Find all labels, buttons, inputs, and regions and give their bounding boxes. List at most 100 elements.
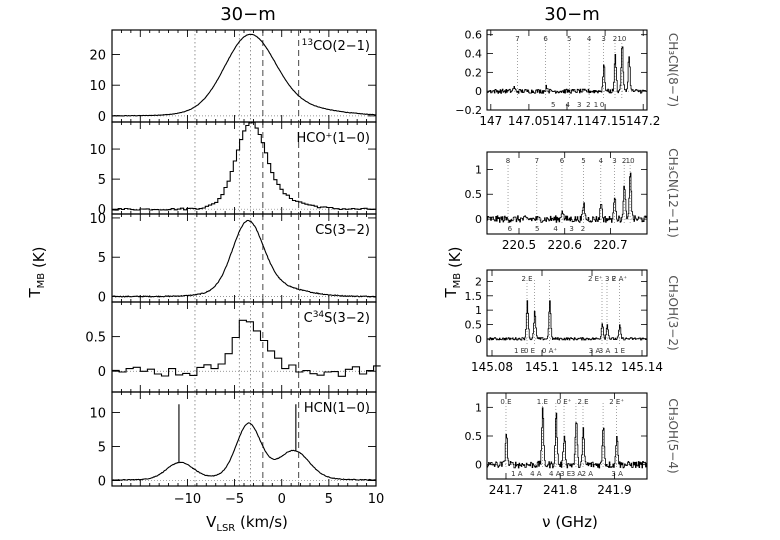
y-tick-label: 0 (98, 110, 106, 125)
k-component-label-bottom: 3 (569, 225, 573, 233)
k-component-label-bottom: 6 (508, 225, 513, 233)
y-tick-label: 0 (98, 203, 106, 218)
k-component-label-bottom: 3 E (560, 470, 571, 478)
y-tick-label: 10 (89, 406, 106, 421)
x-tick-label: 241.9 (597, 483, 631, 497)
k-component-label-top: 5 (567, 35, 571, 43)
k-component-label-top: 6 (543, 35, 548, 43)
k-component-label-top: 2 A⁺ (612, 275, 627, 283)
k-component-label-bottom: 3 A (599, 347, 611, 355)
y-tick-label: 0.5 (465, 318, 483, 331)
k-component-label-top: 2 E (521, 275, 532, 283)
k-component-label-bottom: 2 (586, 101, 590, 109)
panel-frame (486, 151, 648, 235)
y-tick-label: 20 (89, 49, 106, 64)
k-component-label-top: 10 (626, 157, 635, 165)
k-component-label-bottom: 3 A (571, 470, 583, 478)
k-component-label-bottom: 1 A (511, 470, 523, 478)
x-tick-label: 0 (278, 492, 286, 507)
k-component-label-bottom: 2 (581, 225, 585, 233)
transition-label: CH₃CN(12−11) (666, 148, 680, 238)
y-tick-label: 0 (475, 459, 482, 472)
left-x-axis-label: VLSR (km/s) (206, 513, 288, 534)
transition-label: 13CO(2−1) (302, 38, 370, 54)
x-tick-label: 241.7 (489, 483, 523, 497)
k-component-label-bottom: 1 (594, 101, 598, 109)
y-tick-label: 10 (89, 79, 106, 94)
left-y-axis-label: TMB (K) (26, 247, 48, 299)
left-panel-4: 0 0.5 C34S(3−2) (85, 301, 381, 393)
x-tick-label: 241.8 (543, 483, 577, 497)
panels-group: 0102013CO(2−1)0510HCO⁺(1−0)0510CS(3−2)00… (85, 29, 680, 507)
y-tick-label: 0.5 (465, 430, 483, 443)
transition-label: CH₃OH(3−2) (666, 275, 680, 350)
k-component-label-bottom: 4 (553, 225, 558, 233)
x-tick-label: 145.08 (471, 360, 513, 374)
spectrum-line (487, 407, 647, 469)
k-component-label-top: 2 (622, 157, 626, 165)
x-tick-label: 5 (325, 492, 333, 507)
k-component-label-bottom: 4 A (549, 470, 561, 478)
k-component-label-bottom: 4 (566, 101, 571, 109)
k-component-label-bottom: 5 (535, 225, 539, 233)
k-component-label-top: 1 E (537, 398, 548, 406)
k-component-label-top: 2 (613, 35, 617, 43)
k-component-label-top: 8 (506, 157, 510, 165)
spectrum-line (487, 172, 647, 223)
y-tick-label: 2 (475, 275, 482, 288)
x-tick-label: 147 (479, 114, 502, 128)
spectrum-line (111, 219, 376, 298)
y-tick-label: 0.6 (465, 29, 483, 42)
right-x-axis-label: ν (GHz) (542, 513, 598, 531)
y-tick-label: 10 (89, 212, 106, 227)
transition-label: CH₃OH(5−4) (666, 398, 680, 473)
k-component-label-top: 4 (587, 35, 592, 43)
y-tick-label: 0 (98, 365, 106, 380)
x-tick-label: 10 (368, 492, 385, 507)
k-component-label-bottom: 1 E (514, 347, 525, 355)
k-component-label-bottom: 3 A (611, 470, 623, 478)
panel-frame (486, 269, 648, 357)
k-component-label-top: 0 E⁺ (557, 398, 572, 406)
right-y-axis-label: TMB (K) (442, 247, 464, 299)
k-component-label-top: 2 E⁺ (609, 398, 624, 406)
y-tick-label: 0.4 (465, 48, 483, 61)
y-tick-label: 1 (475, 401, 482, 414)
y-tick-label: 0 (475, 333, 482, 346)
y-tick-label: 0 (98, 291, 106, 306)
k-component-label-top: 3 (612, 157, 616, 165)
k-component-label-bottom: 3 A (589, 347, 601, 355)
x-tick-label: −5 (225, 492, 244, 507)
transition-label: C34S(3−2) (304, 310, 370, 326)
k-component-label-top: 10 (617, 35, 626, 43)
k-component-label-bottom: 0 E (524, 347, 535, 355)
left-panel-5: 0 5 10 −10 −5 0 5 10 HCN(1−0) (89, 391, 385, 507)
k-component-label-bottom: 0 (600, 101, 604, 109)
k-component-label-top: 2 E (577, 398, 588, 406)
left-panel-2: 0 5 10 HCO⁺(1−0) (89, 121, 377, 218)
transition-label: HCN(1−0) (304, 401, 370, 416)
left-panel-3: 0 5 10 CS(3−2) (89, 212, 377, 306)
spectrum-line (112, 422, 377, 481)
right-title: 30−m (544, 4, 600, 25)
y-tick-label: 0 (475, 85, 482, 98)
k-component-label-bottom: 4 A (530, 470, 542, 478)
x-tick-label: 220.7 (593, 238, 627, 252)
transition-label: CH₃CN(8−7) (666, 33, 680, 107)
y-tick-label: 1 (475, 304, 482, 317)
k-component-label-top: 7 (535, 157, 539, 165)
spectrum-line (487, 300, 647, 341)
x-tick-label: 220.5 (502, 238, 536, 252)
y-tick-label: 5 (98, 440, 106, 455)
x-tick-label: 147.1 (550, 114, 584, 128)
k-component-label-bottom: 1 E (614, 347, 625, 355)
spectrum-line (111, 33, 377, 117)
y-tick-label: 0 (98, 475, 106, 490)
x-tick-label: 145.12 (571, 360, 613, 374)
y-tick-label: 1 (475, 163, 482, 176)
